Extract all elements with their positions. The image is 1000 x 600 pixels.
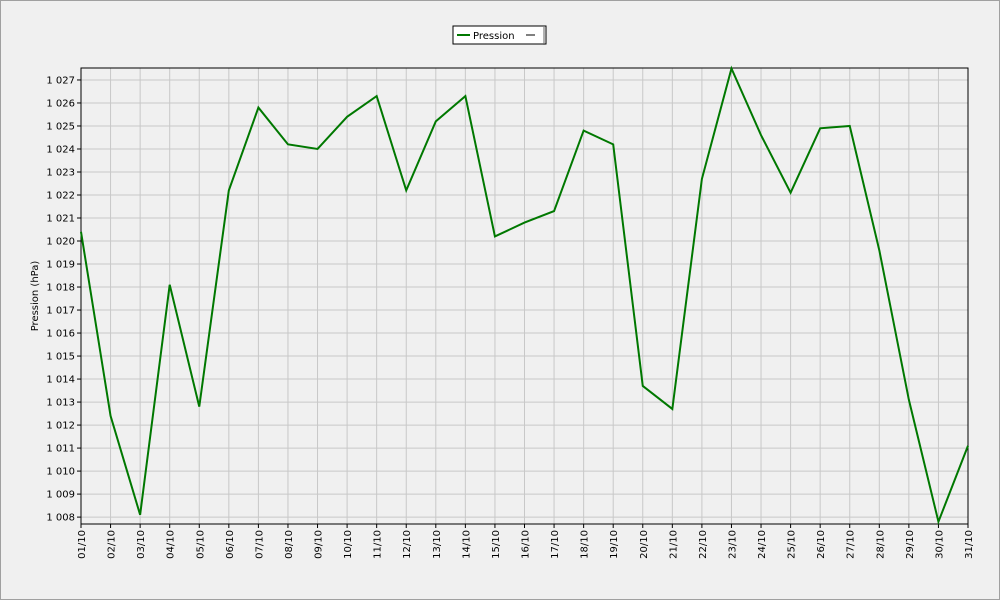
x-tick-label: 22/10 <box>698 530 709 559</box>
x-tick-label: 25/10 <box>787 530 798 559</box>
y-tick-label: 1 014 <box>46 375 75 386</box>
data-line <box>80 65 969 526</box>
y-tick-label: 1 013 <box>46 398 75 409</box>
x-tick-label: 10/10 <box>343 530 354 559</box>
y-tick-label: 1 021 <box>46 214 75 225</box>
x-tick-label: 09/10 <box>314 530 325 559</box>
y-tick-label: 1 026 <box>46 98 75 109</box>
x-tick-label: 18/10 <box>580 530 591 559</box>
x-tick-label: 19/10 <box>609 530 620 559</box>
x-tick-label: 23/10 <box>727 530 738 559</box>
x-tick-label: 30/10 <box>934 530 945 559</box>
y-tick-label: 1 024 <box>46 144 75 155</box>
y-tick-label: 1 027 <box>46 75 75 86</box>
x-tick-label: 20/10 <box>639 530 650 559</box>
x-tick-label: 04/10 <box>166 530 177 559</box>
legend-box <box>452 25 547 45</box>
x-tick-label: 13/10 <box>432 530 443 559</box>
y-tick-label: 1 022 <box>46 190 75 201</box>
x-tick-label: 02/10 <box>107 530 118 559</box>
x-tick-label: 07/10 <box>254 530 265 559</box>
y-tick-label: 1 019 <box>46 260 75 271</box>
y-tick-label: 1 012 <box>46 421 75 432</box>
x-tick-label: 29/10 <box>905 530 916 559</box>
y-tick-label: 1 023 <box>46 167 75 178</box>
x-tick-label: 31/10 <box>964 530 975 559</box>
plot-border <box>80 67 969 525</box>
y-tick-label: 1 015 <box>46 352 75 363</box>
y-axis-label: Pression (hPa) <box>30 261 41 332</box>
x-tick-label: 12/10 <box>402 530 413 559</box>
y-tick-label: 1 011 <box>46 444 75 455</box>
x-tick-label: 05/10 <box>195 530 206 559</box>
x-tick-label: 06/10 <box>225 530 236 559</box>
y-tick-label: 1 010 <box>46 467 75 478</box>
x-tick-label: 15/10 <box>491 530 502 559</box>
y-tick-label: 1 020 <box>46 237 75 248</box>
x-tick-label: 21/10 <box>668 530 679 559</box>
y-tick-label: 1 009 <box>46 490 75 501</box>
x-tick-label: 03/10 <box>136 530 147 559</box>
legend-label: Pression <box>473 31 515 42</box>
x-tick-label: 14/10 <box>461 530 472 559</box>
legend[interactable]: Pression <box>452 25 547 45</box>
y-tick-label: 1 025 <box>46 121 75 132</box>
x-tick-label: 16/10 <box>521 530 532 559</box>
x-tick-label: 26/10 <box>816 530 827 559</box>
y-tick-label: 1 017 <box>46 306 75 317</box>
x-tick-label: 01/10 <box>77 530 88 559</box>
x-tick-label: 17/10 <box>550 530 561 559</box>
x-tick-label: 28/10 <box>875 530 886 559</box>
x-tick-label: 27/10 <box>846 530 857 559</box>
y-tick-label: 1 008 <box>46 513 75 524</box>
x-tick-label: 11/10 <box>373 530 384 559</box>
y-tick-label: 1 016 <box>46 329 75 340</box>
x-tick-label: 08/10 <box>284 530 295 559</box>
y-tick-label: 1 018 <box>46 283 75 294</box>
x-tick-label: 24/10 <box>757 530 768 559</box>
